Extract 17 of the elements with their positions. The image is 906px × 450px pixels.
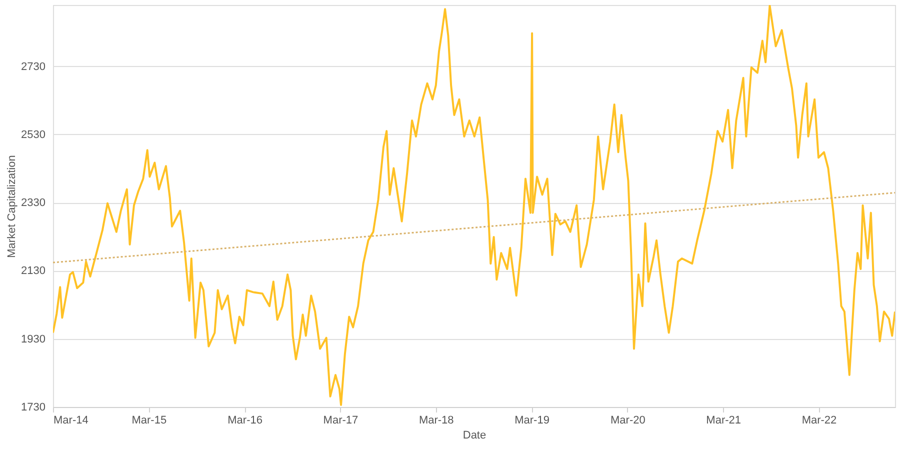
x-tick-label: Mar-17: [323, 414, 358, 426]
x-tick-label: Mar-22: [802, 414, 837, 426]
y-axis-title: Market Capitalization: [6, 155, 18, 258]
x-tick-label: Mar-14: [54, 414, 88, 426]
x-tick-label: Mar-16: [228, 414, 262, 426]
x-axis-title: Date: [462, 430, 486, 442]
y-tick-label: 1730: [21, 402, 46, 414]
x-tick-label: Mar-18: [418, 414, 454, 426]
x-tick-label: Mar-15: [132, 414, 167, 426]
x-tick-label: Mar-19: [514, 414, 550, 426]
y-tick-label: 1930: [21, 333, 46, 346]
x-tick-label: Mar-20: [610, 414, 646, 426]
y-tick-label: 2130: [21, 265, 46, 278]
y-tick-label: 2730: [21, 60, 46, 73]
y-tick-label: 2530: [21, 128, 46, 141]
x-tick-label: Mar-21: [706, 414, 742, 426]
y-tick-label: 2330: [21, 197, 46, 210]
